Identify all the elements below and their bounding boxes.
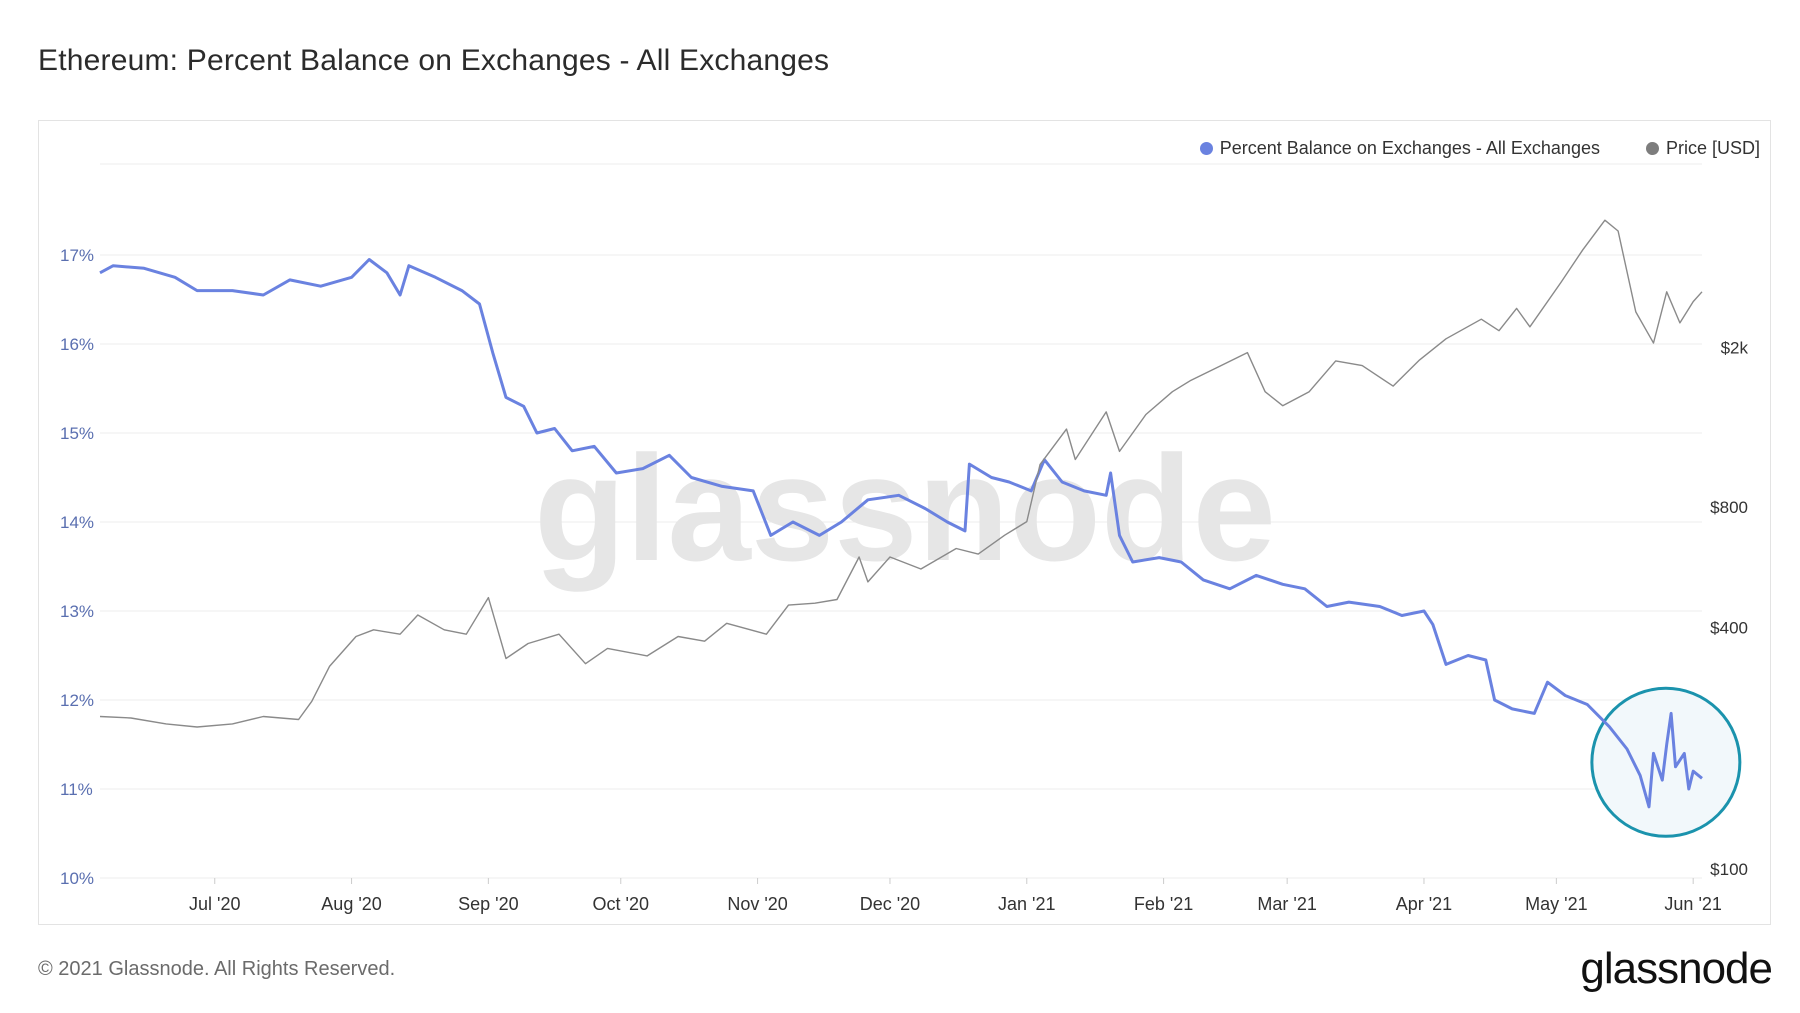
y-left-tick-label: 14%	[60, 513, 94, 532]
x-tick-label: Feb '21	[1134, 894, 1193, 914]
y-left-tick-label: 10%	[60, 869, 94, 888]
y-right-tick-label: $100	[1710, 860, 1748, 879]
x-tick-label: Mar '21	[1257, 894, 1316, 914]
x-tick-label: Jul '20	[189, 894, 240, 914]
legend-dot-price	[1645, 142, 1659, 155]
legend-label-price: Price [USD]	[1665, 138, 1760, 158]
y-left-tick-label: 16%	[60, 335, 94, 354]
x-tick-label: Dec '20	[860, 894, 920, 914]
series-line-balance	[99, 258, 1703, 809]
chart-container	[38, 120, 1771, 925]
x-tick-label: Sep '20	[458, 894, 519, 914]
x-tick-label: Jan '21	[998, 894, 1055, 914]
y-left-tick-label: 17%	[60, 246, 94, 265]
x-tick-label: May '21	[1525, 894, 1587, 914]
copyright-footer: © 2021 Glassnode. All Rights Reserved.	[38, 958, 396, 980]
x-tick-label: Nov '20	[727, 894, 787, 914]
watermark: glassnode	[534, 424, 1276, 592]
series-line-price	[99, 219, 1703, 728]
y-left-tick-label: 13%	[60, 602, 94, 621]
chart-title: Ethereum: Percent Balance on Exchanges -…	[38, 44, 830, 77]
y-left-tick-label: 15%	[60, 424, 94, 443]
glassnode-logo: glassnode	[1580, 944, 1773, 993]
x-tick-label: Aug '20	[321, 894, 382, 914]
y-right-tick-label: $2k	[1721, 338, 1749, 357]
x-tick-label: Jun '21	[1664, 894, 1721, 914]
y-right-tick-label: $400	[1710, 619, 1748, 638]
y-right-tick-label: $800	[1710, 498, 1748, 517]
legend-item-price[interactable]: Price [USD]	[1645, 138, 1760, 159]
legend-label-balance: Percent Balance on Exchanges - All Excha…	[1219, 138, 1600, 158]
legend-dot-balance	[1199, 142, 1213, 155]
legend: Percent Balance on Exchanges - All Excha…	[1199, 138, 1760, 159]
x-tick-label: Oct '20	[593, 894, 649, 914]
x-tick-label: Apr '21	[1396, 894, 1452, 914]
legend-item-balance[interactable]: Percent Balance on Exchanges - All Excha…	[1199, 138, 1600, 159]
y-left-tick-label: 11%	[60, 780, 93, 799]
y-left-tick-label: 12%	[60, 691, 94, 710]
